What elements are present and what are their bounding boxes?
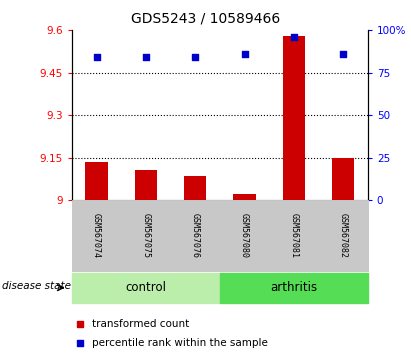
Point — [93, 55, 100, 60]
Point — [291, 34, 297, 40]
Text: control: control — [125, 281, 166, 294]
Text: disease state: disease state — [2, 281, 71, 291]
Text: GSM567076: GSM567076 — [191, 213, 200, 258]
Point — [192, 55, 199, 60]
Bar — [233, 194, 256, 200]
Point — [143, 55, 149, 60]
Text: GSM567081: GSM567081 — [289, 213, 298, 258]
Bar — [283, 36, 305, 200]
Text: GDS5243 / 10589466: GDS5243 / 10589466 — [131, 11, 280, 25]
Point — [77, 341, 84, 346]
Bar — [135, 170, 157, 200]
Text: arthritis: arthritis — [270, 281, 317, 294]
Point — [241, 51, 248, 57]
Text: GSM567082: GSM567082 — [339, 213, 348, 258]
Text: GSM567074: GSM567074 — [92, 213, 101, 258]
Point — [340, 51, 346, 57]
Bar — [85, 162, 108, 200]
Text: GSM567080: GSM567080 — [240, 213, 249, 258]
Point — [77, 321, 84, 327]
Bar — [332, 158, 354, 200]
Text: GSM567075: GSM567075 — [141, 213, 150, 258]
Bar — [184, 176, 206, 200]
Text: transformed count: transformed count — [92, 319, 190, 329]
Text: percentile rank within the sample: percentile rank within the sample — [92, 338, 268, 348]
